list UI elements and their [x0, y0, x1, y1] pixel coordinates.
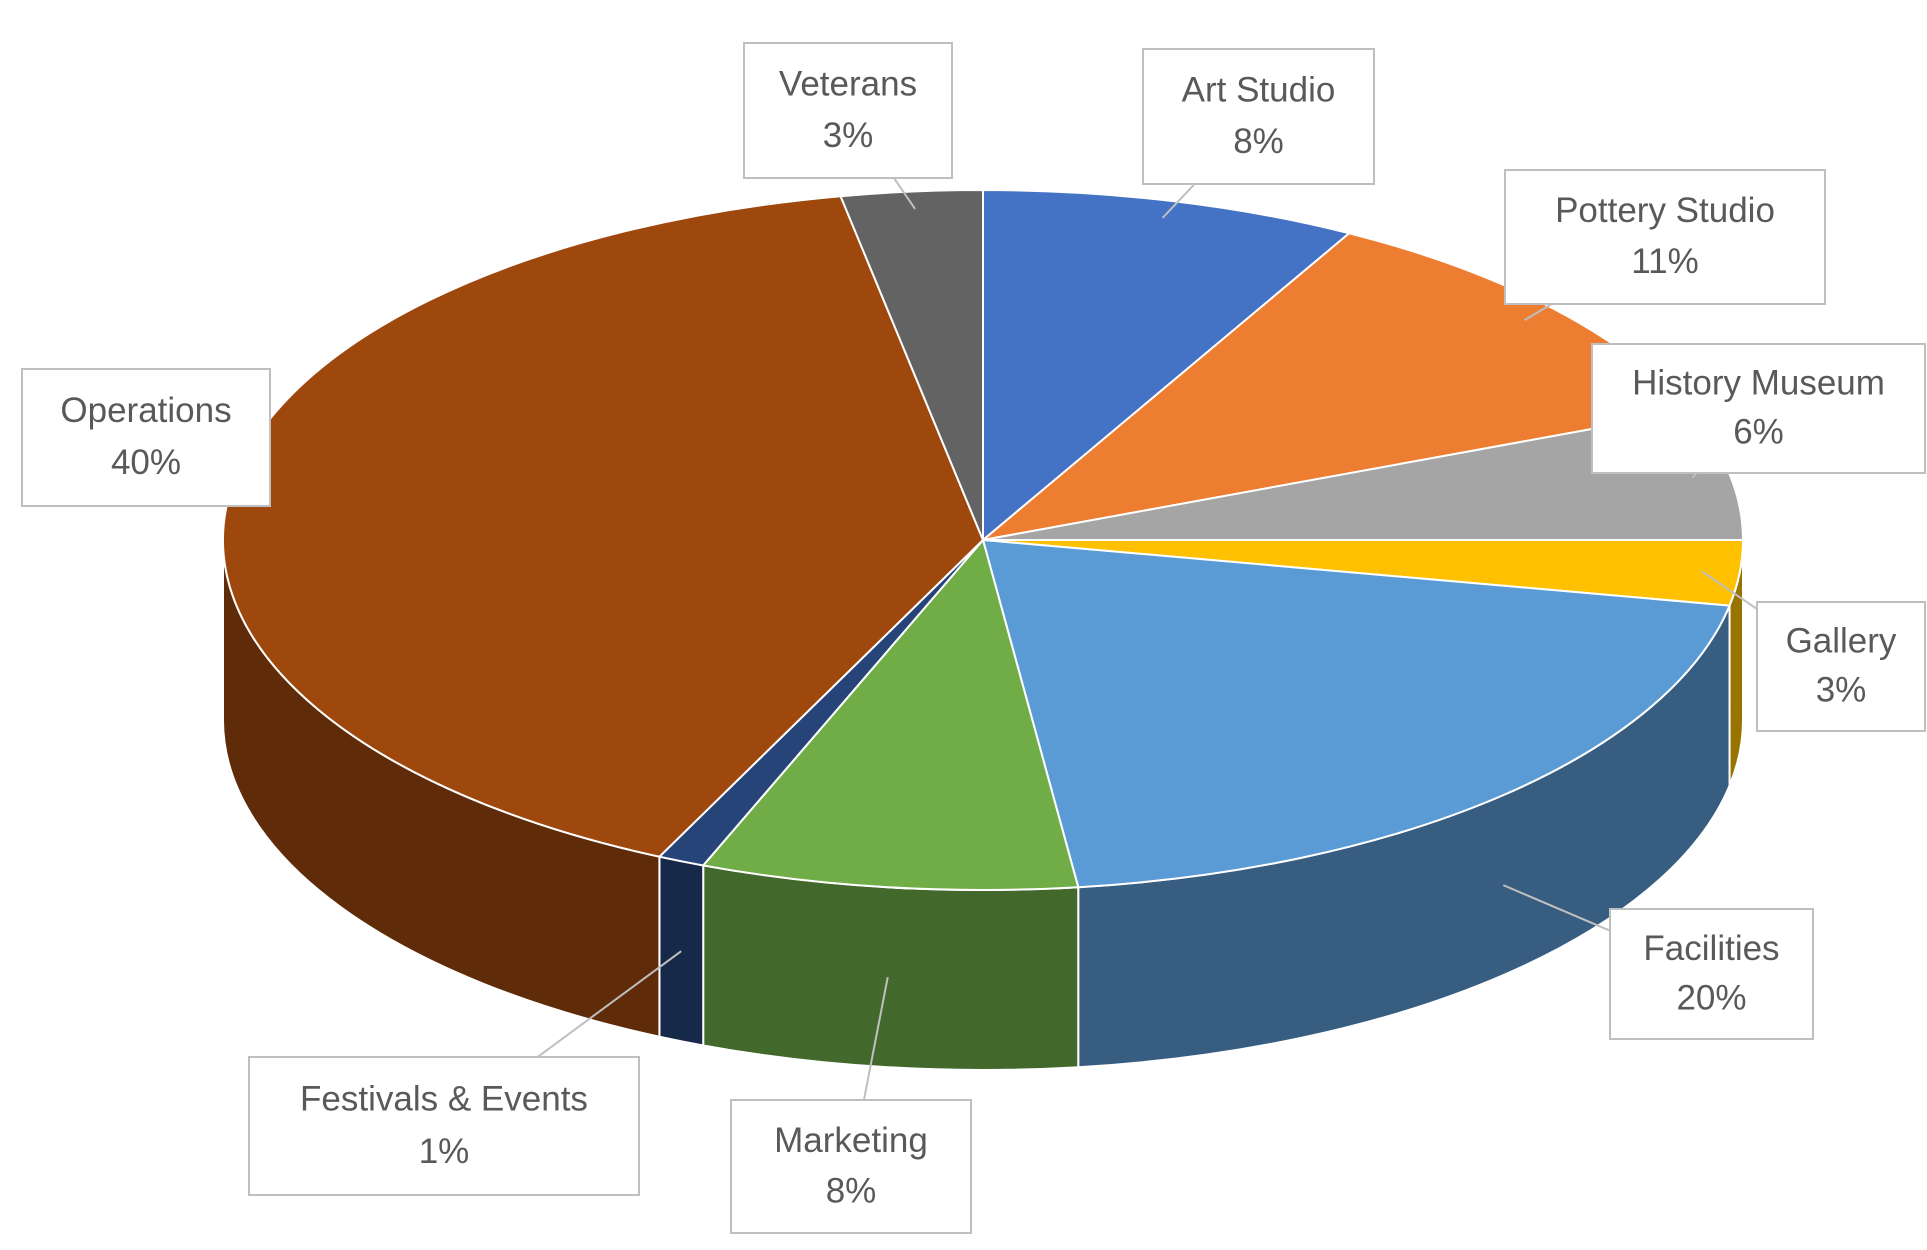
label-value: 3%	[823, 116, 874, 155]
label-value: 1%	[419, 1132, 470, 1171]
label-name: Veterans	[779, 64, 917, 103]
label-name: Festivals & Events	[300, 1079, 588, 1118]
label-box	[743, 42, 953, 179]
label-value: 20%	[1676, 978, 1746, 1017]
label-name: Facilities	[1643, 929, 1779, 968]
slice	[701, 537, 1080, 891]
label-name: Gallery	[1786, 622, 1897, 661]
label-box	[1142, 48, 1375, 185]
data-label: Pottery Studio 11%	[1504, 169, 1826, 321]
label-box	[730, 1099, 972, 1234]
label-box	[1609, 908, 1814, 1040]
label-value: 40%	[111, 443, 181, 482]
data-label: Festivals & Events 1%	[248, 950, 682, 1196]
data-label: Operations 40%	[21, 368, 271, 507]
label-box	[248, 1056, 640, 1196]
label-value: 8%	[1233, 122, 1284, 161]
data-label: Facilities 20%	[1502, 884, 1814, 1040]
label-name: Operations	[60, 391, 231, 430]
label-value: 11%	[1631, 242, 1698, 281]
data-label: Veterans 3%	[743, 42, 953, 210]
label-box	[1504, 169, 1826, 305]
data-label: Gallery 3%	[1701, 570, 1926, 732]
label-box	[21, 368, 271, 507]
slice	[982, 188, 1352, 543]
slice-side	[702, 864, 1080, 1071]
label-name: Marketing	[774, 1121, 928, 1160]
label-name: History Museum	[1632, 364, 1885, 403]
slice	[839, 188, 984, 541]
label-value: 8%	[826, 1171, 877, 1210]
label-box	[1756, 601, 1926, 732]
label-box	[1591, 343, 1926, 474]
data-label: History Museum 6%	[1591, 343, 1926, 479]
slice	[981, 538, 1731, 889]
label-value: 3%	[1816, 671, 1867, 710]
label-value: 6%	[1733, 413, 1784, 452]
label-name: Pottery Studio	[1555, 191, 1775, 230]
label-name: Art Studio	[1182, 70, 1336, 109]
slice-side	[658, 855, 705, 1047]
data-label: Marketing 8%	[730, 977, 972, 1234]
data-label: Art Studio 8%	[1142, 48, 1375, 219]
